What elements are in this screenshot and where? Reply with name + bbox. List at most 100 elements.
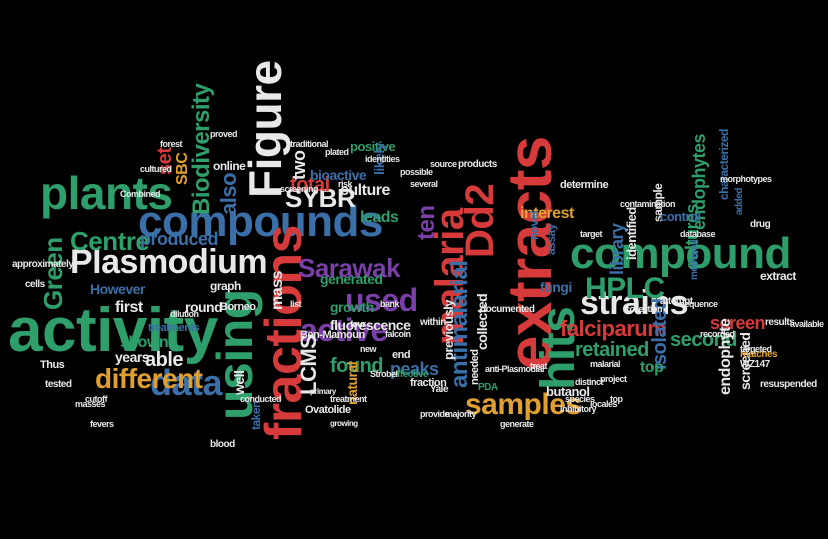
cloud-word: plants: [40, 167, 173, 219]
cloud-word: plated: [325, 147, 349, 157]
cloud-word: taken: [249, 401, 263, 430]
cloud-word: PDA: [478, 382, 498, 393]
cloud-word: treat: [530, 361, 548, 371]
cloud-word: second: [670, 329, 738, 351]
cloud-word: SBC: [174, 152, 191, 185]
cloud-word: assay: [544, 224, 558, 255]
cloud-word: Plasmodium: [70, 243, 268, 281]
cloud-word: top: [610, 394, 623, 404]
cloud-word: strains: [580, 284, 689, 322]
cloud-word: Figure: [239, 60, 291, 198]
cloud-word: retained: [575, 339, 649, 361]
cloud-word: recorded: [700, 329, 735, 339]
cloud-word: falcoin: [385, 329, 411, 339]
cloud-word: provide: [420, 409, 450, 419]
cloud-word: added: [734, 188, 745, 215]
cloud-word: Yale: [430, 384, 449, 395]
cloud-word: new: [360, 344, 377, 354]
cloud-word: anti-Plasmodial: [485, 364, 545, 374]
cloud-word: butanol: [546, 384, 590, 399]
cloud-word: Combined: [120, 189, 161, 199]
cloud-word: samples: [465, 388, 582, 421]
cloud-word: determine: [560, 179, 609, 191]
cloud-word: However: [90, 281, 145, 297]
cloud-word: growth: [330, 299, 374, 315]
cloud-word: mass: [269, 271, 286, 310]
cloud-word: possible: [400, 167, 433, 177]
cloud-word: primary: [310, 387, 336, 396]
cloud-word: collected: [474, 293, 490, 350]
cloud-word: conducted: [240, 394, 282, 404]
cloud-word: also: [216, 172, 241, 215]
cloud-word: Strobel: [370, 369, 398, 379]
cloud-word: source: [430, 159, 457, 169]
cloud-word: ten: [413, 205, 440, 241]
cloud-word: fungi: [540, 279, 572, 295]
cloud-word: risk: [338, 179, 353, 189]
cloud-word: HPLC: [585, 272, 665, 305]
cloud-word: screen: [710, 313, 766, 333]
cloud-word: falciparum: [560, 316, 667, 341]
cloud-word: matches: [740, 349, 778, 360]
cloud-word: targeted: [740, 344, 772, 354]
cloud-word: WZ147: [740, 359, 770, 370]
cloud-word: resuspended: [760, 379, 817, 390]
cloud-word: years: [115, 349, 150, 365]
cloud-word: available: [790, 319, 824, 329]
cloud-word: treatments: [148, 322, 200, 334]
cloud-word: graph: [210, 279, 241, 293]
cloud-word: extract: [760, 269, 796, 283]
cloud-word: well: [231, 370, 247, 395]
cloud-word: activity: [8, 296, 218, 365]
cloud-word: effective: [392, 369, 429, 380]
cloud-word: approximately: [12, 259, 74, 270]
cloud-word: forest: [160, 139, 183, 149]
cloud-word: masses: [75, 399, 106, 409]
cloud-word: treatment: [330, 394, 367, 404]
cloud-word: fluorescence: [330, 317, 411, 333]
cloud-word: fraction: [410, 377, 447, 389]
cloud-word: leads: [360, 209, 399, 226]
cloud-word: growing: [330, 419, 358, 428]
cloud-word: found: [330, 355, 384, 377]
cloud-word: blood: [210, 439, 235, 450]
cloud-word: majority: [445, 409, 477, 419]
cloud-word: top: [640, 359, 664, 376]
cloud-word: identities: [365, 154, 400, 164]
cloud-word: inhibitory: [560, 404, 597, 414]
cloud-word: list: [290, 299, 302, 309]
cloud-word: peaks: [390, 359, 439, 379]
cloud-word: cutoff: [85, 394, 108, 404]
cloud-word: fevers: [90, 419, 114, 429]
cloud-word: bioactive: [310, 167, 367, 183]
cloud-word: database: [680, 229, 716, 239]
cloud-word: screening: [280, 184, 319, 194]
cloud-word: active: [300, 312, 388, 348]
cloud-word: control: [660, 209, 701, 224]
cloud-word: interest: [520, 205, 574, 222]
cloud-word: Ben-Mamoun: [300, 329, 365, 341]
cloud-word: Ovatolide: [305, 404, 351, 416]
cloud-word: data: [150, 362, 223, 403]
cloud-word: cultured: [140, 164, 172, 174]
cloud-word: needed: [469, 349, 481, 385]
cloud-word: documented: [480, 304, 535, 315]
cloud-word: LCMS: [296, 334, 321, 395]
cloud-word: morphotypes: [720, 174, 772, 184]
cloud-word: end: [392, 349, 411, 361]
cloud-word: online: [213, 159, 246, 173]
cloud-word: previously: [441, 299, 456, 360]
cloud-word: able: [145, 349, 184, 371]
cloud-word: distinct: [575, 377, 604, 387]
cloud-word: sequence: [680, 299, 718, 309]
cloud-word: dilution: [170, 309, 199, 319]
cloud-word: generate: [500, 419, 534, 429]
cloud-word: several: [410, 179, 438, 189]
cloud-word: methanol: [689, 239, 700, 280]
cloud-word: traditional: [290, 139, 329, 149]
cloud-word: Biodiversity: [188, 83, 215, 215]
cloud-word: culture: [340, 182, 390, 199]
cloud-word: identified: [624, 207, 639, 260]
cloud-word: Sarawak: [298, 253, 401, 283]
